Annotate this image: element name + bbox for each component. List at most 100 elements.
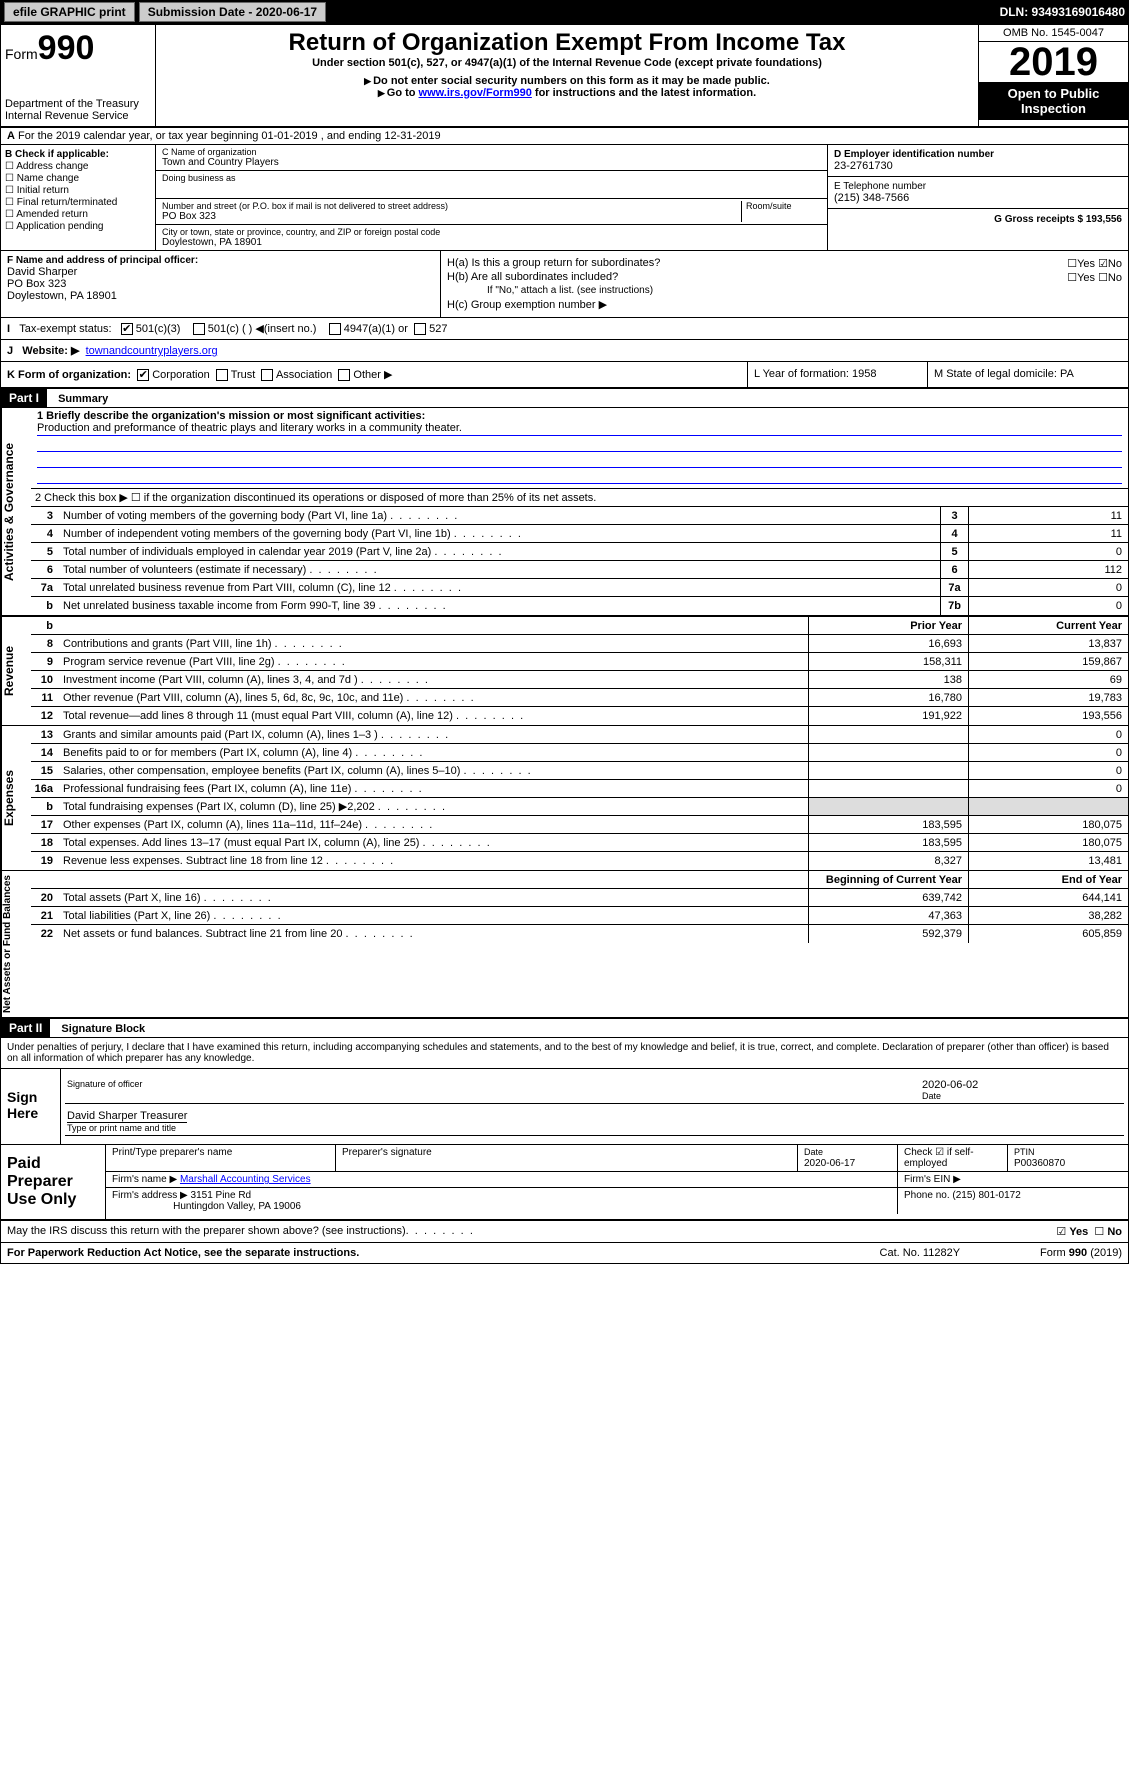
prep-date: 2020-06-17 — [804, 1158, 855, 1169]
line-a: A For the 2019 calendar year, or tax yea… — [1, 128, 1128, 145]
chk-association[interactable] — [261, 369, 273, 381]
section-i: I Tax-exempt status: 501(c)(3) 501(c) ( … — [1, 318, 1128, 340]
org-city: Doylestown, PA 18901 — [162, 237, 821, 248]
section-b-label: B Check if applicable: — [5, 149, 151, 160]
firm-addr1: 3151 Pine Rd — [191, 1190, 252, 1201]
net-line-20: 20Total assets (Part X, line 16)639,7426… — [31, 889, 1128, 907]
end-year-hdr: End of Year — [968, 871, 1128, 888]
chk-application-pending[interactable]: ☐ Application pending — [5, 221, 151, 232]
expenses-section: Expenses 13Grants and similar amounts pa… — [1, 725, 1128, 870]
sig-officer-label: Signature of officer — [67, 1079, 922, 1089]
rev-line-12: 12Total revenue—add lines 8 through 11 (… — [31, 707, 1128, 725]
section-b: B Check if applicable: ☐ Address change … — [1, 145, 156, 250]
part1-header: Part I Summary — [1, 389, 1128, 408]
chk-501c3[interactable] — [121, 323, 133, 335]
section-defg: D Employer identification number 23-2761… — [828, 145, 1128, 250]
chk-amended[interactable]: ☐ Amended return — [5, 209, 151, 220]
ptin-label: PTIN — [1014, 1147, 1035, 1157]
self-employed-check: Check ☑ if self-employed — [898, 1145, 1008, 1171]
sig-date-label: Date — [922, 1091, 1122, 1101]
section-l: L Year of formation: 1958 — [748, 362, 928, 387]
firm-name-link[interactable]: Marshall Accounting Services — [180, 1174, 311, 1185]
net-line-22: 22Net assets or fund balances. Subtract … — [31, 925, 1128, 943]
submission-date-button[interactable]: Submission Date - 2020-06-17 — [139, 2, 326, 22]
section-b-to-g: B Check if applicable: ☐ Address change … — [1, 145, 1128, 251]
form-number: 990 — [38, 29, 95, 67]
ha-label: H(a) Is this a group return for subordin… — [447, 257, 660, 269]
line-2: 2 Check this box ▶ ☐ if the organization… — [31, 489, 1128, 506]
section-m: M State of legal domicile: PA — [928, 362, 1128, 387]
efile-print-button[interactable]: efile GRAPHIC print — [4, 2, 135, 22]
line-a-text: For the 2019 calendar year, or tax year … — [18, 130, 441, 142]
ein-label: D Employer identification number — [834, 149, 1122, 160]
prior-year-hdr: Prior Year — [808, 617, 968, 634]
form-title: Return of Organization Exempt From Incom… — [164, 29, 970, 57]
firm-name-label: Firm's name ▶ — [112, 1174, 177, 1185]
irs-label: Internal Revenue Service — [5, 110, 151, 122]
rev-line-11: 11Other revenue (Part VIII, column (A), … — [31, 689, 1128, 707]
exp-line-13: 13Grants and similar amounts paid (Part … — [31, 726, 1128, 744]
discuss-label: May the IRS discuss this return with the… — [7, 1225, 406, 1238]
org-name-label: C Name of organization — [162, 147, 821, 157]
preparer-name-label: Print/Type preparer's name — [106, 1145, 336, 1171]
section-klm: K Form of organization: Corporation Trus… — [1, 362, 1128, 389]
net-assets-section: Net Assets or Fund Balances Beginning of… — [1, 870, 1128, 1019]
note-ssn: Do not enter social security numbers on … — [373, 75, 770, 87]
chk-corporation[interactable] — [137, 369, 149, 381]
chk-other[interactable] — [338, 369, 350, 381]
rev-line-9: 9Program service revenue (Part VIII, lin… — [31, 653, 1128, 671]
firm-phone: Phone no. (215) 801-0172 — [898, 1188, 1128, 1214]
prep-date-label: Date — [804, 1147, 823, 1157]
mission-blank-2 — [37, 454, 1122, 468]
sign-here-label: Sign Here — [1, 1069, 61, 1144]
city-label: City or town, state or province, country… — [162, 227, 821, 237]
chk-name-change[interactable]: ☐ Name change — [5, 173, 151, 184]
footer: For Paperwork Reduction Act Notice, see … — [1, 1243, 1128, 1263]
paperwork-notice: For Paperwork Reduction Act Notice, see … — [7, 1247, 359, 1259]
hb-label: H(b) Are all subordinates included? — [447, 271, 618, 283]
exp-line-15: 15Salaries, other compensation, employee… — [31, 762, 1128, 780]
tax-exempt-label: Tax-exempt status: — [19, 323, 111, 335]
form-990-container: Form990 Department of the Treasury Inter… — [0, 24, 1129, 1264]
section-j: J Website: ▶ townandcountryplayers.org — [1, 340, 1128, 362]
name-title-label: Type or print name and title — [67, 1123, 187, 1133]
chk-initial-return[interactable]: ☐ Initial return — [5, 185, 151, 196]
preparer-sig-label: Preparer's signature — [336, 1145, 798, 1171]
form-header: Form990 Department of the Treasury Inter… — [1, 25, 1128, 128]
chk-final-return[interactable]: ☐ Final return/terminated — [5, 197, 151, 208]
firm-addr-label: Firm's address ▶ — [112, 1190, 188, 1201]
tax-year: 2019 — [979, 42, 1128, 82]
exp-line-17: 17Other expenses (Part IX, column (A), l… — [31, 816, 1128, 834]
paid-preparer-label: Paid Preparer Use Only — [1, 1145, 106, 1219]
section-k: K Form of organization: Corporation Trus… — [1, 362, 748, 387]
chk-501c[interactable] — [193, 323, 205, 335]
gross-receipts: G Gross receipts $ 193,556 — [994, 214, 1122, 225]
chk-address-change[interactable]: ☐ Address change — [5, 161, 151, 172]
chk-4947[interactable] — [329, 323, 341, 335]
ptin-value: P00360870 — [1014, 1158, 1065, 1169]
part2-badge: Part II — [1, 1019, 50, 1037]
note-goto-pre: Go to — [387, 87, 419, 99]
gov-line-4: 4Number of independent voting members of… — [31, 525, 1128, 543]
officer-addr1: PO Box 323 — [7, 278, 434, 290]
org-name: Town and Country Players — [162, 157, 821, 168]
firm-addr2: Huntingdon Valley, PA 19006 — [173, 1201, 301, 1212]
net-line-21: 21Total liabilities (Part X, line 26)47,… — [31, 907, 1128, 925]
website-link[interactable]: townandcountryplayers.org — [86, 345, 218, 357]
form-label: Form — [5, 46, 38, 62]
revenue-section: Revenue bPrior YearCurrent Year 8Contrib… — [1, 615, 1128, 725]
chk-527[interactable] — [414, 323, 426, 335]
phone-label: E Telephone number — [834, 181, 1122, 192]
chk-trust[interactable] — [216, 369, 228, 381]
discuss-row: May the IRS discuss this return with the… — [1, 1221, 1128, 1243]
officer-label: F Name and address of principal officer: — [7, 255, 434, 266]
gov-line-6: 6Total number of volunteers (estimate if… — [31, 561, 1128, 579]
form-subtitle: Under section 501(c), 527, or 4947(a)(1)… — [164, 57, 970, 69]
mission-blank-3 — [37, 470, 1122, 484]
gov-line-7a: 7aTotal unrelated business revenue from … — [31, 579, 1128, 597]
irs-link[interactable]: www.irs.gov/Form990 — [419, 87, 532, 99]
firm-ein-label: Firm's EIN ▶ — [898, 1172, 1128, 1187]
website-label: Website: ▶ — [22, 345, 79, 357]
mission-text: Production and preformance of theatric p… — [37, 422, 1122, 436]
perjury-statement: Under penalties of perjury, I declare th… — [1, 1038, 1128, 1069]
